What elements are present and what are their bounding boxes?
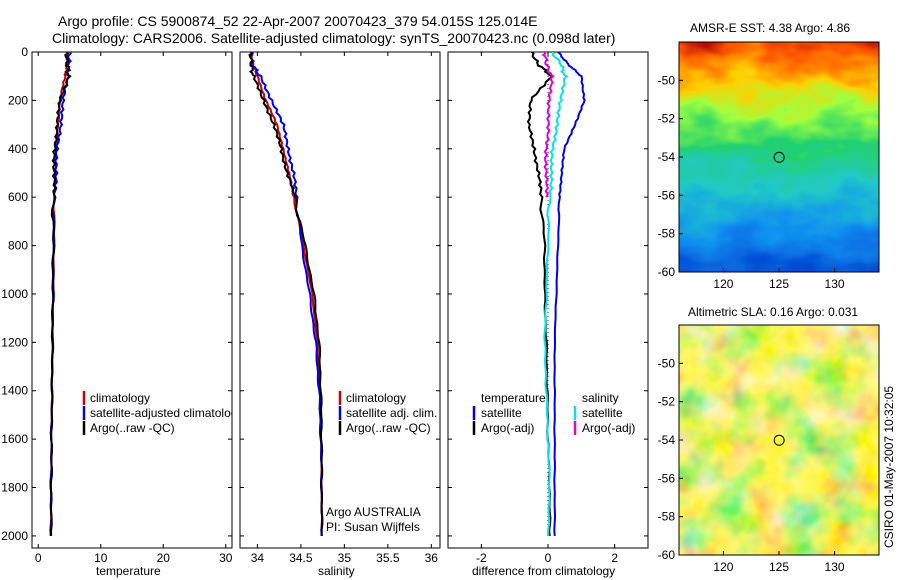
sla-map-field (679, 325, 879, 555)
temperature-axes (31, 51, 233, 549)
x-tick-label: 35 (338, 551, 352, 565)
difference-lines (526, 52, 586, 536)
y-tick-label: 1800 (1, 481, 28, 495)
y-tick-label: -52 (658, 395, 676, 409)
y-tick-label: 600 (8, 190, 28, 204)
x-tick-label: 0 (35, 551, 42, 565)
sla-argo-position-marker (773, 434, 785, 446)
legend-temp-argo-adj: Argo(-adj) (481, 421, 534, 435)
temperature-xlabel: temperature (96, 564, 161, 578)
legend-satellite-adjusted: satellite-adjusted climatology (90, 406, 243, 420)
x-tick-label: 20 (157, 551, 171, 565)
legend-argo-raw: Argo(..raw -QC) (346, 421, 431, 435)
figure-title-line1: Argo profile: CS 5900874_52 22-Apr-2007 … (58, 13, 538, 29)
salinity-ticks: 34 34.5 35 35.5 36 (240, 51, 440, 565)
y-tick-label: 1000 (1, 287, 28, 301)
x-tick-label: 30 (219, 551, 233, 565)
sla-map-ticks: 120 125 130 -60 -58 -56 -54 -52 -50 (658, 356, 845, 574)
x-tick-label: 130 (825, 560, 845, 574)
x-tick-label: 130 (825, 277, 845, 291)
legend-temperature-header: temperature (481, 391, 546, 405)
difference-legend: temperature salinity satellite Argo(-adj… (472, 391, 635, 435)
legend-sal-argo-adj: Argo(-adj) (582, 421, 635, 435)
sst-map-field (679, 42, 879, 272)
difference-ticks: -2 0 2 (448, 51, 648, 565)
temperature-legend: climatology satellite-adjusted climatolo… (82, 391, 243, 435)
x-tick-label: 10 (94, 551, 108, 565)
x-tick-label: 2 (611, 551, 618, 565)
x-tick-label: 34 (251, 551, 265, 565)
sst-argo-position-marker (773, 151, 785, 163)
y-tick-label: -56 (658, 188, 676, 202)
sla-map-title: Altimetric SLA: 0.16 Argo: 0.031 (688, 305, 858, 319)
x-tick-label: 36 (425, 551, 439, 565)
difference-series-blue (553, 52, 586, 536)
y-tick-label: 1400 (1, 384, 28, 398)
temperature-ticks: 0 10 20 30 0 200 400 600 800 1000 1200 1400 1600 1800… (1, 45, 232, 565)
y-tick-label: -54 (658, 433, 676, 447)
y-tick-label: 0 (21, 45, 28, 59)
y-tick-label: -52 (658, 112, 676, 126)
x-tick-label: 0 (545, 551, 552, 565)
salinity-lines (248, 52, 324, 536)
credit-argo-australia: Argo AUSTRALIA (326, 505, 421, 519)
legend-climatology: climatology (346, 391, 406, 405)
y-tick-label: 400 (8, 142, 28, 156)
salinity-legend: climatology satellite adj. clim. Argo(..… (338, 391, 437, 435)
salinity-series-black (248, 52, 324, 536)
x-tick-label: 125 (769, 560, 789, 574)
y-tick-label: -50 (658, 356, 676, 370)
side-timestamp-label: CSIRO 01-May-2007 10:32:05 (882, 386, 896, 548)
y-tick-label: -54 (658, 150, 676, 164)
x-tick-label: 120 (713, 560, 733, 574)
legend-sal-satellite: satellite (582, 406, 623, 420)
sst-map-title: AMSR-E SST: 4.38 Argo: 4.86 (690, 21, 850, 35)
legend-salinity-header: salinity (582, 391, 619, 405)
temperature-lines (49, 52, 73, 536)
salinity-xlabel: salinity (318, 564, 355, 578)
legend-temp-satellite: satellite (481, 406, 522, 420)
x-tick-label: 120 (713, 277, 733, 291)
temperature-series-black (49, 52, 72, 536)
x-tick-label: -2 (476, 551, 487, 565)
y-tick-label: 800 (8, 239, 28, 253)
y-tick-label: 2000 (1, 529, 28, 543)
difference-series-magenta (541, 52, 555, 198)
difference-series-cyan (543, 52, 569, 536)
salinity-axes (239, 51, 441, 549)
difference-xlabel: difference from climatology (472, 564, 615, 578)
legend-satellite-adj-clim: satellite adj. clim. (346, 406, 437, 420)
credit-pi: PI: Susan Wijffels (326, 520, 420, 534)
y-tick-label: -56 (658, 471, 676, 485)
y-tick-label: -50 (658, 73, 676, 87)
y-tick-label: 1200 (1, 335, 28, 349)
legend-climatology: climatology (90, 391, 150, 405)
y-tick-label: 1600 (1, 432, 28, 446)
x-tick-label: 125 (769, 277, 789, 291)
x-tick-label: 34.5 (289, 551, 313, 565)
y-tick-label: -58 (658, 227, 676, 241)
y-tick-label: 200 (8, 93, 28, 107)
sst-map-ticks: 120 125 130 -60 -58 -56 -54 -52 -50 (658, 73, 845, 291)
x-tick-label: 35.5 (376, 551, 400, 565)
salinity-series-blue (249, 52, 324, 536)
y-tick-label: -58 (658, 510, 676, 524)
figure-title-line2: Climatology: CARS2006. Satellite-adjuste… (52, 30, 615, 46)
y-tick-label: -60 (658, 265, 676, 279)
y-tick-label: -60 (658, 548, 676, 562)
legend-argo-raw: Argo(..raw -QC) (90, 421, 175, 435)
